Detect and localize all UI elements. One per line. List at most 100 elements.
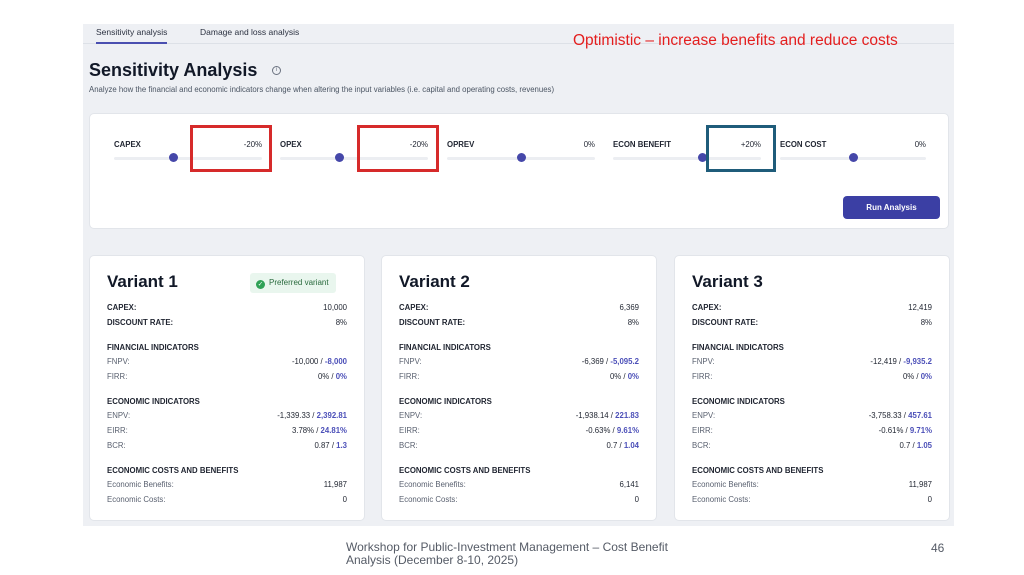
section-heading: FINANCIAL INDICATORS — [107, 343, 199, 352]
tab-damage-and-loss-analysis[interactable]: Damage and loss analysis — [200, 27, 300, 37]
row-value: 0.7 / 1.05 — [899, 441, 932, 450]
new-value: 1.3 — [336, 441, 347, 450]
row-label: FIRR: — [399, 372, 420, 381]
row-value: 6,369 — [619, 303, 639, 312]
section-heading: ECONOMIC INDICATORS — [399, 397, 492, 406]
row-label: BCR: — [692, 441, 711, 450]
row-label: Economic Costs: — [399, 495, 458, 504]
section-heading: FINANCIAL INDICATORS — [399, 343, 491, 352]
bcr-row: BCR: 0.7 / 1.05 — [692, 441, 932, 453]
slider-thumb[interactable] — [335, 153, 345, 162]
highlight-box-capex — [190, 125, 272, 172]
separator: / — [608, 411, 616, 420]
slider-label: ECON BENEFIT — [613, 140, 672, 149]
tab-sensitivity-analysis[interactable]: Sensitivity analysis — [96, 27, 168, 44]
new-value: 2,392.81 — [316, 411, 347, 420]
separator: / — [621, 372, 628, 381]
base-value: -0.61% — [878, 426, 904, 435]
new-value: 0% — [627, 372, 639, 381]
slider-label: OPEX — [280, 140, 302, 149]
row-value: -3,758.33 / 457.61 — [869, 411, 932, 420]
row-label: FNPV: — [692, 357, 715, 366]
separator: / — [329, 372, 336, 381]
base-value: 0% — [317, 372, 330, 381]
row-value: -10,000 / -8,000 — [292, 357, 347, 366]
slider-value: -20% — [409, 140, 428, 149]
sensitivity-controls-panel: CAPEX -20% OPEX -20% OPREV 0% ECON BENEF… — [89, 113, 949, 229]
slider-econ-benefit[interactable]: ECON BENEFIT +20% — [613, 114, 761, 174]
capex-row: CAPEX: 10,000 — [107, 303, 347, 315]
info-icon[interactable]: i — [272, 66, 281, 75]
row-label: CAPEX: — [399, 303, 429, 312]
row-value: 0 — [634, 495, 639, 504]
slider-value: 0% — [914, 140, 926, 149]
fnpv-row: FNPV: -10,000 / -8,000 — [107, 357, 347, 369]
row-value: 0% / 0% — [318, 372, 347, 381]
highlight-box-econ-benefit — [706, 125, 776, 172]
row-label: EIRR: — [107, 426, 128, 435]
row-value: 0 — [927, 495, 932, 504]
section-heading: ECONOMIC COSTS AND BENEFITS — [399, 466, 531, 475]
new-value: 1.05 — [916, 441, 932, 450]
slide-footer: Workshop for Public-Investment Managemen… — [346, 540, 668, 567]
row-value: 10,000 — [323, 303, 347, 312]
row-label: CAPEX: — [107, 303, 137, 312]
bcr-row: BCR: 0.7 / 1.04 — [399, 441, 639, 453]
separator: / — [903, 426, 910, 435]
separator: / — [610, 426, 617, 435]
page-number: 46 — [931, 541, 945, 555]
row-label: FIRR: — [107, 372, 128, 381]
row-label: FNPV: — [107, 357, 130, 366]
variant-card-2: Variant 2 CAPEX: 6,369 DISCOUNT RATE: 8% F… — [381, 255, 657, 521]
slider-thumb[interactable] — [697, 153, 707, 162]
slider-label: OPREV — [447, 140, 475, 149]
variant-title: Variant 2 — [399, 272, 470, 291]
section-heading: ECONOMIC INDICATORS — [692, 397, 785, 406]
slider-oprev[interactable]: OPREV 0% — [447, 114, 595, 174]
row-label: DISCOUNT RATE: — [692, 318, 759, 327]
base-value: 0% — [609, 372, 622, 381]
app-screenshot: Sensitivity analysis Damage and loss ana… — [83, 24, 954, 526]
page-subtitle: Analyze how the financial and economic i… — [89, 85, 555, 94]
slider-opex[interactable]: OPEX -20% — [280, 114, 428, 174]
discount-rate-row: DISCOUNT RATE: 8% — [107, 318, 347, 330]
slider-track[interactable] — [280, 157, 428, 160]
base-value: -12,419 — [870, 357, 897, 366]
economic-benefits-row: Economic Benefits: 11,987 — [107, 480, 347, 492]
row-value: -0.63% / 9.61% — [586, 426, 639, 435]
row-label: Economic Costs: — [107, 495, 166, 504]
base-value: 0.7 — [606, 441, 618, 450]
variant-card-3: Variant 3 CAPEX: 12,419 DISCOUNT RATE: 8% … — [674, 255, 950, 521]
slider-thumb[interactable] — [849, 153, 858, 162]
slider-econ-cost[interactable]: ECON COST 0% — [780, 114, 926, 174]
slider-thumb[interactable] — [517, 153, 526, 162]
section-heading: ECONOMIC COSTS AND BENEFITS — [692, 466, 824, 475]
new-value: -5,095.2 — [610, 357, 639, 366]
separator: / — [310, 411, 317, 420]
row-label: Economic Benefits: — [107, 480, 174, 489]
economic-costs-row: Economic Costs: 0 — [692, 495, 932, 507]
firr-row: FIRR: 0% / 0% — [692, 372, 932, 384]
separator: / — [901, 411, 909, 420]
separator: / — [329, 441, 337, 450]
run-analysis-button[interactable]: Run Analysis — [843, 196, 940, 219]
base-value: -0.63% — [585, 426, 611, 435]
enpv-row: ENPV: -3,758.33 / 457.61 — [692, 411, 932, 423]
row-value: -0.61% / 9.71% — [879, 426, 932, 435]
base-value: 0% — [902, 372, 915, 381]
row-label: CAPEX: — [692, 303, 722, 312]
slider-thumb[interactable] — [169, 153, 179, 162]
capex-row: CAPEX: 12,419 — [692, 303, 932, 315]
separator: / — [914, 372, 921, 381]
slider-track[interactable] — [114, 157, 262, 160]
row-value: 11,987 — [323, 480, 347, 489]
slider-track[interactable] — [613, 157, 761, 160]
row-value: -1,339.33 / 2,392.81 — [277, 411, 347, 420]
slider-capex[interactable]: CAPEX -20% — [114, 114, 262, 174]
tab-bar: Sensitivity analysis Damage and loss ana… — [83, 24, 954, 44]
section-heading: FINANCIAL INDICATORS — [692, 343, 784, 352]
highlight-box-opex — [357, 125, 439, 172]
economic-benefits-row: Economic Benefits: 6,141 — [399, 480, 639, 492]
row-label: FIRR: — [692, 372, 713, 381]
badge-label: Preferred variant — [269, 278, 329, 287]
